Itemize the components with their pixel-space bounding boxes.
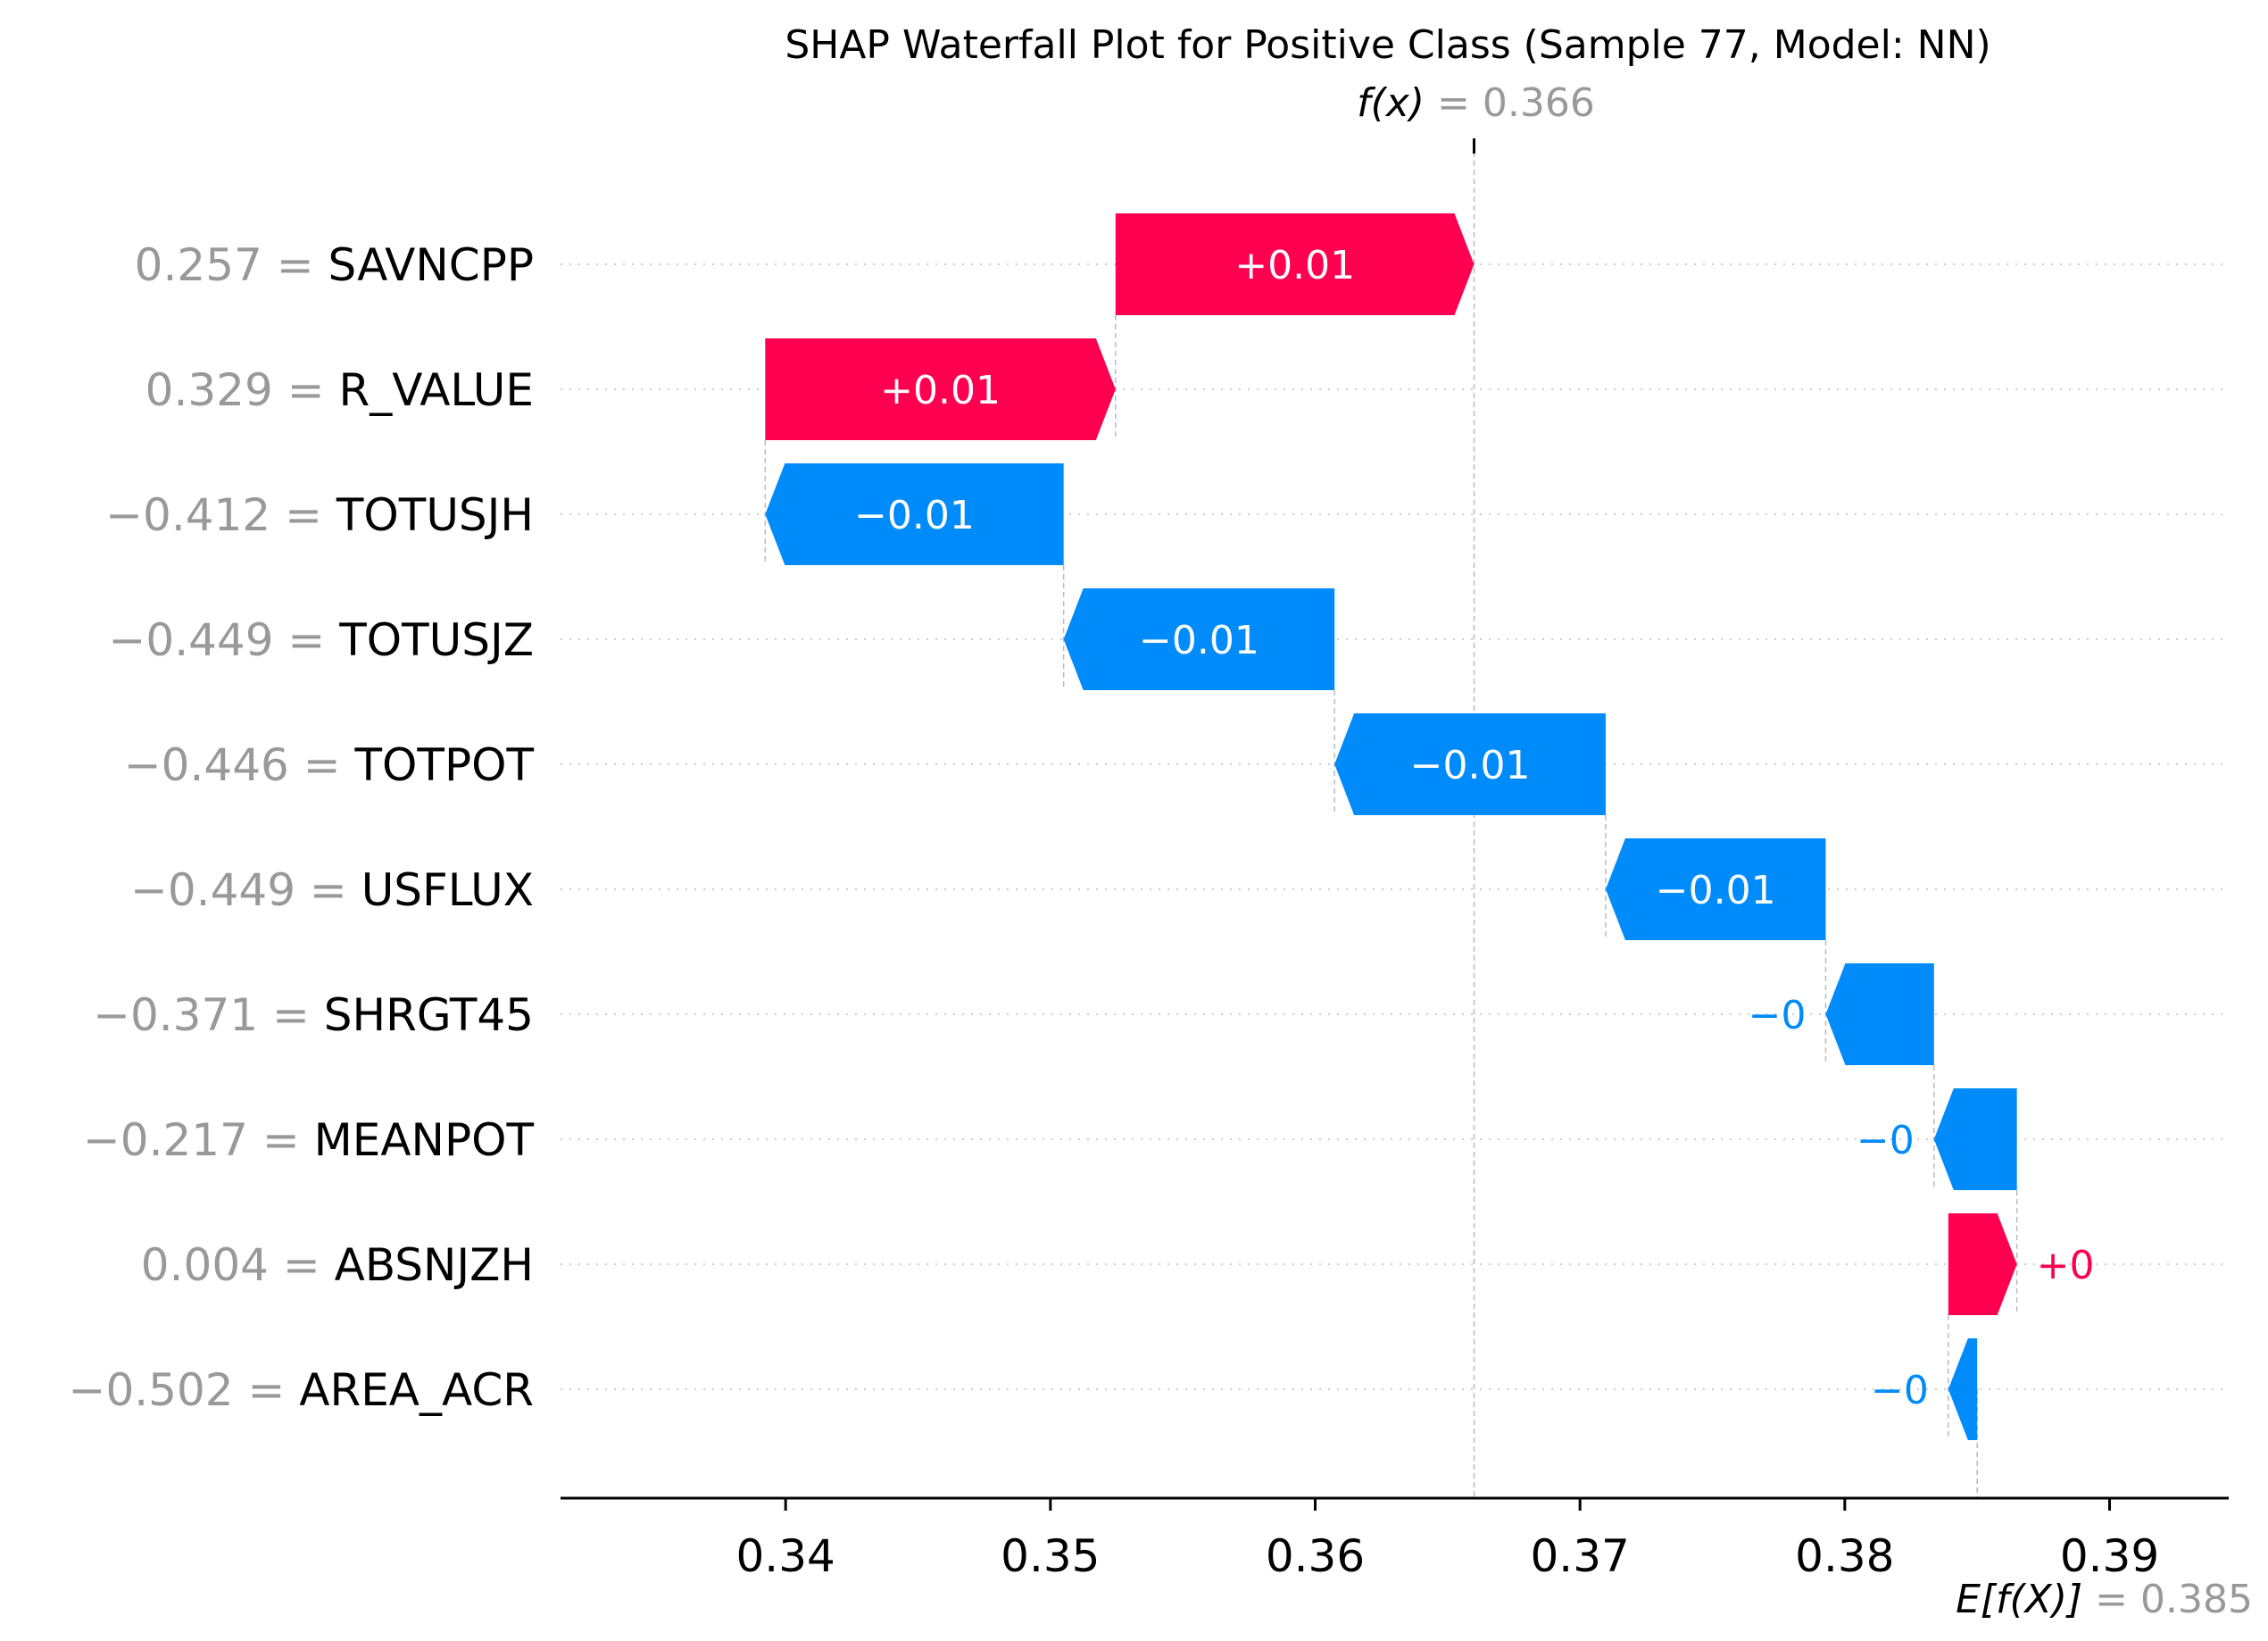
negative-bar xyxy=(765,463,1064,565)
feature-value: −0.446 = xyxy=(124,739,355,791)
negative-bar xyxy=(1825,963,1934,1065)
bar-value-label: +0.01 xyxy=(1234,243,1355,288)
positive-bar xyxy=(1948,1213,2017,1315)
negative-bar xyxy=(1933,1088,2017,1190)
negative-bar xyxy=(1605,838,1826,940)
fx-value: = 0.366 xyxy=(1437,80,1595,126)
x-tick-label: 0.38 xyxy=(1795,1530,1894,1582)
feature-label: −0.449 = TOTUSJZ xyxy=(109,614,535,666)
feature-value: −0.502 = xyxy=(69,1364,300,1416)
feature-name: MEANPOT xyxy=(314,1114,535,1166)
feature-name: SHRGT45 xyxy=(324,989,534,1041)
feature-value: 0.004 = xyxy=(141,1239,335,1291)
bar-value-label: −0.01 xyxy=(1410,743,1531,788)
feature-value: −0.412 = xyxy=(105,489,336,541)
bar-value-label: +0.01 xyxy=(880,368,1001,413)
positive-bar xyxy=(1115,213,1475,315)
feature-label: −0.449 = USFLUX xyxy=(130,864,534,916)
feature-label: −0.412 = TOTUSJH xyxy=(105,489,534,541)
feature-label: −0.502 = AREA_ACR xyxy=(69,1364,534,1416)
bar-value-label: +0 xyxy=(2037,1243,2095,1288)
expected-value: = 0.385 xyxy=(2095,1577,2253,1622)
bars: +0.01 +0.01 −0.01 −0.01 −0.01 −0.01 −0 −0 +0 −0 xyxy=(765,213,2095,1440)
bar-value-label: −0 xyxy=(1749,993,1807,1038)
expected-annotation: E[f(X)] = 0.385 xyxy=(1956,1577,2253,1622)
negative-bar xyxy=(1948,1338,1978,1440)
feature-value: −0.217 = xyxy=(83,1114,314,1166)
feature-name: TOTUSJH xyxy=(336,489,534,541)
bar-value-label: −0 xyxy=(1857,1118,1915,1163)
bar-value-label: −0.01 xyxy=(1656,868,1776,913)
feature-label: −0.217 = MEANPOT xyxy=(83,1114,535,1166)
fx-annotation: f(x) = 0.366 xyxy=(1357,80,1595,126)
feature-name: TOTPOT xyxy=(354,739,535,791)
feature-label: 0.329 = R_VALUE xyxy=(145,364,534,416)
expected-label: E[f(X)] xyxy=(1956,1577,2082,1622)
chart-title: SHAP Waterfall Plot for Positive Class (… xyxy=(785,22,1990,68)
feature-name: R_VALUE xyxy=(338,364,534,416)
x-tick-label: 0.35 xyxy=(1001,1530,1100,1582)
feature-value: −0.449 = xyxy=(109,614,340,666)
bar-value-label: −0.01 xyxy=(854,493,975,538)
feature-label: −0.446 = TOTPOT xyxy=(124,739,535,791)
feature-value: −0.371 = xyxy=(93,989,324,1041)
bar-value-label: −0.01 xyxy=(1139,618,1259,663)
feature-label: −0.371 = SHRGT45 xyxy=(93,989,534,1041)
feature-label: 0.257 = SAVNCPP xyxy=(135,239,534,291)
x-tick-label: 0.36 xyxy=(1266,1530,1365,1582)
x-tick-label: 0.34 xyxy=(736,1530,835,1582)
feature-value: 0.329 = xyxy=(145,364,339,416)
x-tick-label: 0.37 xyxy=(1531,1530,1630,1582)
fx-label: f(x) xyxy=(1357,80,1425,126)
feature-value: 0.257 = xyxy=(135,239,328,291)
feature-name: AREA_ACR xyxy=(299,1364,534,1416)
x-axis: 0.34 0.35 0.36 0.37 0.38 0.39 xyxy=(561,1496,2229,1582)
feature-name: ABSNJZH xyxy=(335,1239,534,1291)
feature-label: 0.004 = ABSNJZH xyxy=(141,1239,534,1291)
x-tick-label: 0.39 xyxy=(2060,1530,2159,1582)
feature-name: TOTUSJZ xyxy=(338,614,534,666)
annotations: f(x) = 0.366 E[f(X)] = 0.385 xyxy=(1357,80,2253,1622)
feature-name: SAVNCPP xyxy=(328,239,535,291)
feature-value: −0.449 = xyxy=(130,864,361,916)
feature-name: USFLUX xyxy=(361,864,534,916)
negative-bar xyxy=(1063,588,1335,690)
negative-bar xyxy=(1334,713,1606,815)
positive-bar xyxy=(765,338,1116,440)
feature-labels: 0.257 = SAVNCPP 0.329 = R_VALUE −0.412 = T… xyxy=(69,239,535,1416)
bar-value-label: −0 xyxy=(1871,1368,1929,1413)
